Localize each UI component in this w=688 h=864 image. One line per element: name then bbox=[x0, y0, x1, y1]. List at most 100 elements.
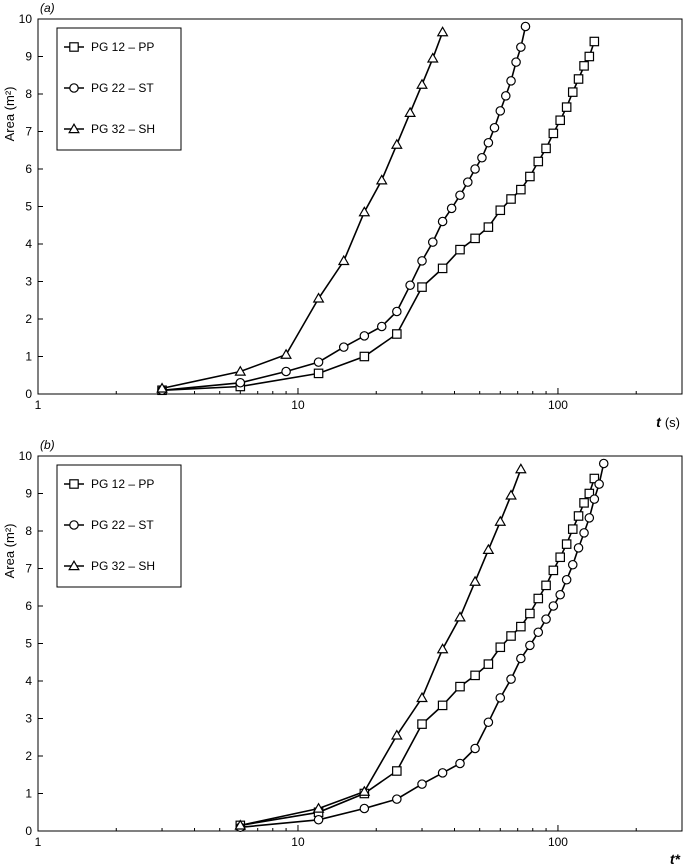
data-point bbox=[506, 674, 516, 684]
data-point bbox=[313, 814, 324, 825]
series-line bbox=[240, 468, 522, 827]
data-point bbox=[234, 819, 247, 830]
data-point bbox=[455, 758, 465, 769]
y-tick-label: 9 bbox=[25, 487, 32, 501]
x-axis-label: t* bbox=[670, 851, 681, 864]
data-point bbox=[417, 282, 427, 292]
y-tick-label: 10 bbox=[19, 449, 33, 463]
data-point bbox=[548, 128, 559, 139]
data-point bbox=[359, 331, 370, 341]
legend-marker bbox=[69, 479, 79, 489]
data-point bbox=[405, 280, 415, 291]
data-point bbox=[280, 348, 292, 359]
series-line bbox=[161, 31, 444, 390]
data-point bbox=[392, 766, 402, 776]
data-point bbox=[506, 194, 516, 204]
data-point bbox=[392, 794, 402, 804]
data-point bbox=[482, 543, 495, 554]
data-point bbox=[541, 614, 551, 624]
data-point bbox=[390, 729, 403, 740]
data-point bbox=[455, 190, 465, 201]
data-point bbox=[359, 351, 370, 362]
data-point bbox=[392, 329, 402, 339]
legend: PG 12 – PP PG 22 – ST PG 32 – SH bbox=[56, 464, 182, 588]
data-point bbox=[555, 115, 565, 126]
y-tick-label: 0 bbox=[25, 824, 32, 838]
data-point bbox=[337, 254, 350, 266]
data-point bbox=[470, 164, 480, 174]
data-point bbox=[313, 357, 324, 367]
y-axis-label: Area (m²) bbox=[2, 87, 17, 142]
y-tick-label: 0 bbox=[25, 387, 32, 401]
data-point bbox=[437, 263, 448, 274]
data-point bbox=[573, 74, 584, 84]
data-point bbox=[548, 565, 559, 576]
data-point bbox=[281, 366, 291, 377]
y-tick-label: 1 bbox=[25, 350, 32, 364]
series-line bbox=[240, 478, 596, 827]
data-point bbox=[313, 368, 324, 379]
data-point bbox=[234, 365, 247, 376]
y-tick-label: 2 bbox=[25, 312, 32, 326]
data-point bbox=[516, 653, 526, 664]
data-point bbox=[470, 743, 480, 754]
data-point bbox=[495, 106, 506, 116]
data-point bbox=[548, 601, 559, 611]
data-point bbox=[516, 621, 526, 632]
y-tick-label: 2 bbox=[25, 749, 32, 763]
data-point bbox=[584, 488, 595, 499]
panel-label: (b) bbox=[40, 438, 55, 452]
data-point bbox=[390, 138, 403, 149]
data-point bbox=[561, 102, 572, 112]
y-tick-label: 3 bbox=[25, 712, 32, 726]
data-point bbox=[567, 559, 578, 570]
x-axis-label-main: t* bbox=[670, 851, 681, 864]
data-point bbox=[525, 171, 535, 182]
data-point bbox=[455, 244, 465, 255]
x-tick-label: 1 bbox=[35, 835, 42, 849]
legend-label: PG 12 – PP bbox=[91, 477, 154, 491]
data-point bbox=[483, 659, 494, 669]
legend-label: PG 32 – SH bbox=[91, 122, 155, 136]
data-point bbox=[495, 642, 506, 653]
data-point bbox=[494, 515, 507, 526]
legend-label: PG 32 – SH bbox=[91, 559, 155, 573]
y-tick-label: 1 bbox=[25, 787, 32, 801]
data-point bbox=[436, 643, 449, 654]
data-point bbox=[358, 785, 371, 796]
data-point bbox=[533, 627, 544, 638]
data-point bbox=[573, 511, 584, 521]
data-point bbox=[235, 377, 246, 388]
data-point bbox=[589, 473, 600, 484]
data-point bbox=[375, 174, 388, 185]
series-square bbox=[157, 36, 600, 396]
data-point bbox=[505, 489, 517, 500]
data-point bbox=[561, 574, 572, 585]
data-point bbox=[589, 494, 600, 504]
data-point bbox=[584, 51, 595, 62]
data-point bbox=[463, 177, 473, 187]
y-tick-label: 4 bbox=[25, 674, 32, 688]
x-tick-label: 100 bbox=[548, 398, 568, 412]
x-tick-label: 10 bbox=[291, 835, 305, 849]
series-circle bbox=[235, 458, 609, 833]
series-triangle bbox=[156, 26, 449, 393]
data-point bbox=[416, 691, 428, 703]
data-point bbox=[533, 156, 544, 167]
y-tick-label: 3 bbox=[25, 275, 32, 289]
data-point bbox=[579, 61, 589, 71]
data-point bbox=[584, 513, 595, 523]
data-point bbox=[359, 803, 370, 814]
data-point bbox=[437, 216, 448, 227]
y-axis-label: Area (m²) bbox=[2, 524, 17, 579]
y-tick-label: 8 bbox=[25, 87, 32, 101]
data-point bbox=[469, 575, 481, 586]
data-point bbox=[520, 21, 531, 32]
data-point bbox=[555, 589, 565, 600]
data-point bbox=[573, 543, 584, 553]
data-point bbox=[506, 631, 516, 641]
series-line bbox=[161, 41, 596, 392]
y-tick-label: 5 bbox=[25, 200, 32, 214]
data-point bbox=[455, 681, 465, 692]
